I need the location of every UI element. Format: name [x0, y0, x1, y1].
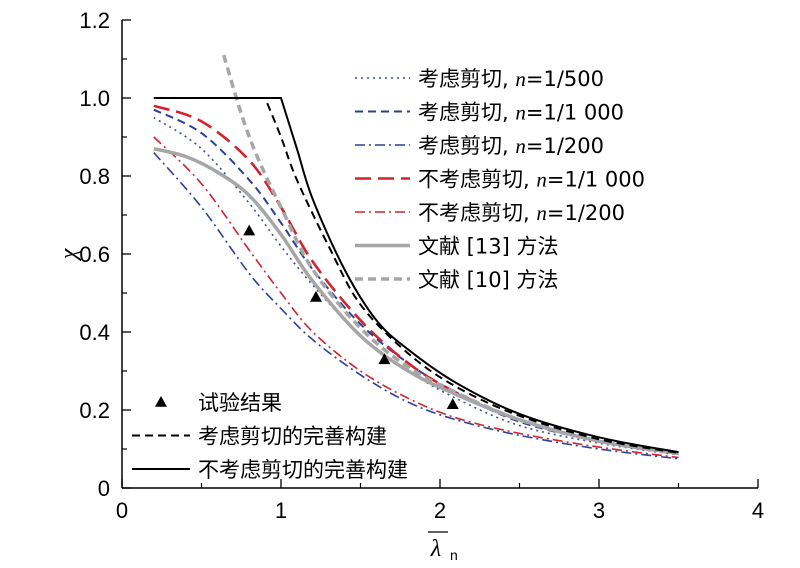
test-point: [309, 290, 322, 302]
y-tick-label: 1.2: [79, 8, 110, 33]
series-line-s5: [153, 136, 679, 459]
series-line-s9: [153, 97, 679, 454]
test-point: [243, 224, 256, 236]
legend-label-s1: 考虑剪切, n=1/500: [418, 67, 604, 91]
x-tick-label: 2: [434, 498, 446, 523]
legend-label-s4: 不考虑剪切, n=1/1 000: [418, 168, 645, 192]
axes: 0 1 2 3 4 0 0.2 0.4 0.6 0.8 1.0 1.2: [79, 8, 764, 523]
legend-label-s9: 不考虑剪切的完善构建: [198, 458, 408, 482]
legend-label-s8: 考虑剪切的完善构建: [198, 425, 387, 449]
series-line-s3: [153, 152, 679, 460]
legend-label-s5: 不考虑剪切, n=1/200: [418, 201, 625, 225]
y-tick-label: 0.8: [79, 164, 110, 189]
x-tick-label: 3: [593, 498, 605, 523]
legend-label-s7: 文献 [10] 方法: [418, 268, 558, 292]
legend-top-right: 考虑剪切, n=1/500 考虑剪切, n=1/1 000 考虑剪切, n=1/20…: [355, 67, 645, 292]
test-point: [378, 353, 391, 365]
y-axis-title: χ: [56, 247, 82, 261]
legend-label-s2: 考虑剪切, n=1/1 000: [418, 101, 624, 125]
series-line-s6: [153, 146, 679, 455]
axis-titles: χ λ n: [56, 247, 458, 563]
x-axis-title-subscript: n: [450, 547, 458, 563]
y-tick-label: 1.0: [79, 86, 110, 111]
legend-label-s3: 考虑剪切, n=1/200: [418, 134, 604, 158]
legend-swatch-test: [155, 396, 167, 407]
x-tick-label: 1: [275, 498, 287, 523]
x-tick-label: 4: [752, 498, 764, 523]
legend-label-test: 试验结果: [198, 391, 282, 415]
y-tick-label: 0: [98, 476, 110, 501]
y-tick-label: 0.2: [79, 398, 110, 423]
y-tick-label: 0.4: [79, 320, 110, 345]
test-point: [446, 398, 459, 409]
legend-label-s6: 文献 [13] 方法: [418, 235, 558, 259]
x-axis-title: λ: [430, 536, 441, 562]
x-tick-label: 0: [116, 498, 128, 523]
y-tick-label: 0.6: [79, 242, 110, 267]
series-line-s8: [153, 97, 679, 454]
series-layer: [153, 54, 679, 460]
test-points-layer: [243, 224, 459, 409]
